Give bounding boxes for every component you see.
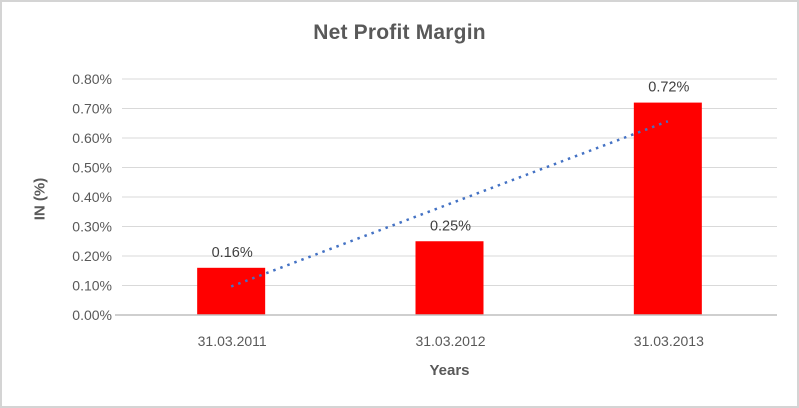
x-axis-title: Years	[429, 362, 470, 379]
bar-31.03.2013	[633, 102, 702, 315]
y-tick-label: 0.10%	[72, 278, 112, 294]
y-tick-label: 0.80%	[72, 71, 112, 87]
bar-data-label: 0.25%	[430, 218, 471, 234]
bar-31.03.2012	[415, 241, 484, 315]
x-tick-label: 31.03.2012	[415, 333, 485, 349]
y-tick-label: 0.00%	[72, 307, 112, 323]
trendline	[230, 120, 669, 288]
y-tick-label: 0.40%	[72, 189, 112, 205]
y-tick-label: 0.50%	[72, 160, 112, 176]
x-tick-label: 31.03.2013	[634, 333, 704, 349]
y-tick-label: 0.20%	[72, 248, 112, 264]
y-tick-label: 0.30%	[72, 219, 112, 235]
bar-31.03.2011	[197, 267, 266, 315]
chart-title: Net Profit Margin	[313, 21, 486, 44]
bar-data-label: 0.16%	[212, 245, 253, 261]
x-tick-label: 31.03.2011	[198, 333, 267, 349]
y-tick-label: 0.70%	[72, 101, 112, 117]
bar-data-label: 0.72%	[648, 80, 689, 96]
y-tick-label: 0.60%	[72, 130, 112, 146]
